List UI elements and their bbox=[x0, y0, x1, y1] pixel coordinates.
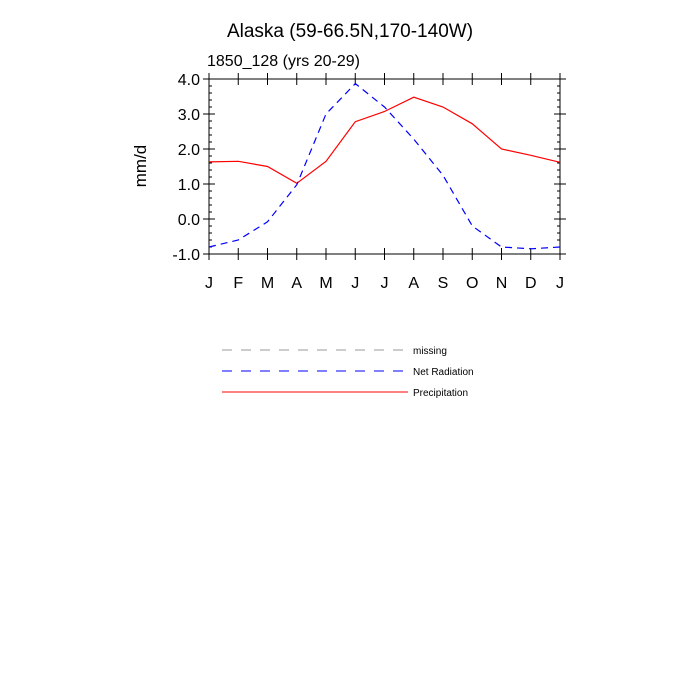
x-tick-label: F bbox=[233, 275, 243, 292]
y-tick-label: -1.0 bbox=[172, 247, 200, 264]
series-line-net-radiation bbox=[208, 82, 561, 250]
tick-marks bbox=[203, 73, 566, 260]
legend-label: missing bbox=[413, 346, 447, 357]
y-tick-label: 3.0 bbox=[178, 107, 200, 124]
series-line-precipitation bbox=[208, 96, 561, 185]
legend-label: Precipitation bbox=[413, 388, 468, 399]
x-tick-label: A bbox=[291, 275, 302, 292]
y-tick-label: 1.0 bbox=[178, 177, 200, 194]
x-tick-label: J bbox=[556, 275, 564, 292]
y-axis-label: mm/d bbox=[131, 145, 150, 188]
series-lines bbox=[208, 82, 561, 250]
x-tick-label: J bbox=[205, 275, 213, 292]
x-tick-label: J bbox=[381, 275, 389, 292]
y-tick-label: 4.0 bbox=[178, 72, 200, 89]
chart-subtitle: 1850_128 (yrs 20-29) bbox=[207, 53, 360, 70]
x-tick-label: M bbox=[261, 275, 274, 292]
x-tick-label: D bbox=[525, 275, 537, 292]
y-tick-label: 2.0 bbox=[178, 142, 200, 159]
x-tick-label: J bbox=[351, 275, 359, 292]
legend-label: Net Radiation bbox=[413, 367, 474, 378]
y-tick-labels: -1.0 0.0 1.0 2.0 3.0 4.0 bbox=[172, 72, 200, 264]
x-tick-label: M bbox=[319, 275, 332, 292]
x-tick-label: S bbox=[438, 275, 449, 292]
x-tick-label: O bbox=[466, 275, 478, 292]
x-tick-label: N bbox=[496, 275, 508, 292]
plot-frame bbox=[208, 78, 561, 255]
legend: missing Net Radiation Precipitation bbox=[222, 346, 474, 399]
y-tick-label: 0.0 bbox=[178, 212, 200, 229]
chart-title: Alaska (59-66.5N,170-140W) bbox=[227, 21, 473, 42]
x-tick-label: A bbox=[408, 275, 419, 292]
